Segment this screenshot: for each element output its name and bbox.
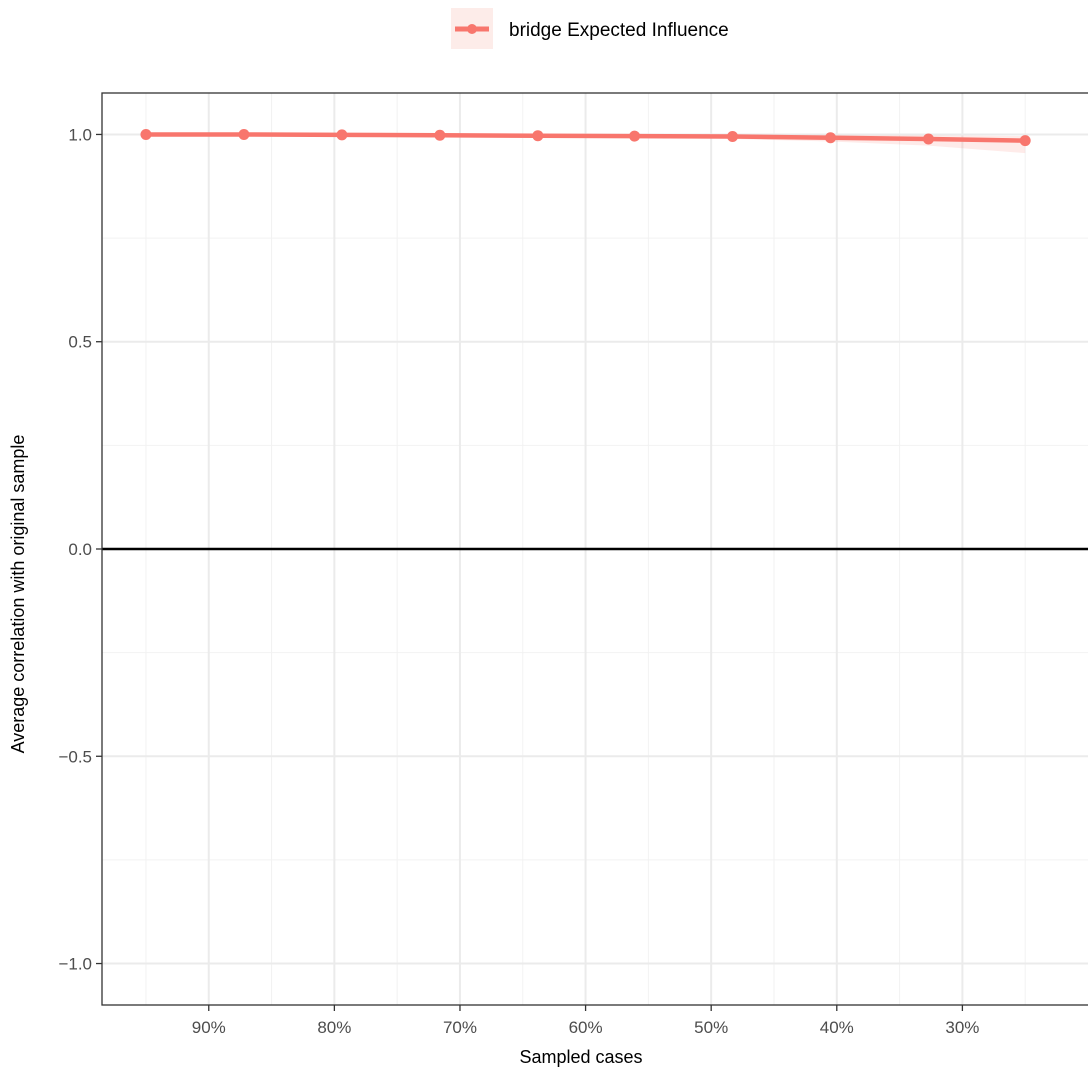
legend-label: bridge Expected Influence: [509, 20, 729, 41]
x-tick-label: 40%: [820, 1018, 854, 1037]
y-axis: 1.0 0.5 0.0 −0.5 −1.0: [58, 125, 102, 974]
x-tick-label: 50%: [694, 1018, 728, 1037]
y-tick-label: −1.0: [58, 955, 92, 974]
data-point: [532, 130, 544, 142]
y-tick-label: −0.5: [58, 747, 92, 766]
data-point: [1019, 135, 1031, 147]
legend: bridge Expected Influence: [451, 8, 729, 49]
plot-panel: [101, 92, 1088, 1006]
x-tick-label: 90%: [192, 1018, 226, 1037]
x-axis-title: Sampled cases: [519, 1047, 642, 1067]
data-point: [434, 129, 446, 141]
x-tick-label: 80%: [317, 1018, 351, 1037]
data-point: [238, 128, 250, 140]
series-layer: [140, 128, 1031, 154]
y-tick-label: 0.0: [68, 540, 92, 559]
x-tick-label: 70%: [443, 1018, 477, 1037]
series-line: [145, 132, 1026, 143]
data-point: [825, 132, 837, 144]
data-point: [629, 130, 641, 142]
y-tick-label: 0.5: [68, 333, 92, 352]
x-tick-label: 30%: [945, 1018, 979, 1037]
x-tick-label: 60%: [569, 1018, 603, 1037]
y-axis-title: Average correlation with original sample: [8, 435, 28, 754]
data-point: [336, 129, 348, 141]
legend-key-point: [467, 24, 477, 34]
data-point: [140, 128, 152, 140]
y-tick-label: 1.0: [68, 125, 92, 144]
data-point: [922, 133, 934, 145]
data-point: [727, 131, 739, 143]
x-axis: 90% 80% 70% 60% 50% 40% 30%: [192, 1005, 979, 1037]
